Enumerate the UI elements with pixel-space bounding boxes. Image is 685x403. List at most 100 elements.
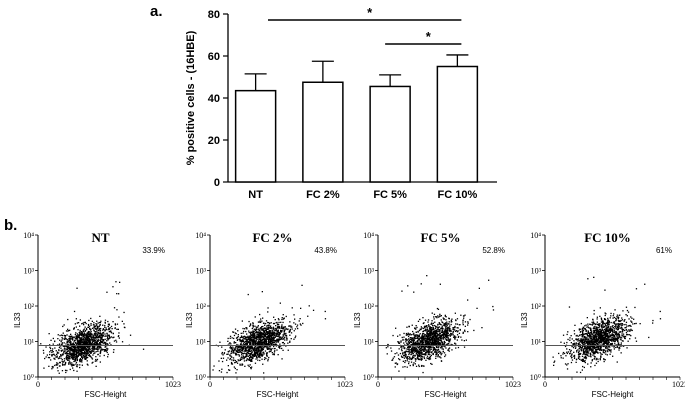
flow-dot	[601, 335, 604, 337]
flow-dot	[105, 342, 107, 344]
flow-dot	[279, 338, 282, 340]
flow-dot	[584, 340, 586, 342]
flow-dot	[629, 334, 631, 336]
flow-dot	[79, 361, 81, 363]
flow-dot	[72, 367, 74, 369]
panel-a-label: a.	[150, 3, 163, 20]
flow-dot	[89, 333, 91, 335]
flow-dot	[554, 360, 556, 362]
flow-dot	[254, 351, 256, 353]
flow-dot	[422, 345, 424, 348]
flow-dot	[249, 338, 251, 340]
flow-dot	[114, 323, 116, 325]
flow-dot	[245, 337, 247, 339]
flow-dot	[461, 339, 463, 341]
flow-dot	[436, 337, 438, 339]
flow-dot	[421, 339, 423, 341]
flow-dot	[250, 339, 252, 341]
flow-dot	[652, 322, 654, 324]
flow-dot	[418, 334, 420, 336]
flow-dot	[94, 337, 96, 339]
flow-dot	[400, 340, 402, 342]
flow-dot	[261, 320, 263, 322]
flow-dot	[603, 358, 605, 361]
flow-dot	[51, 366, 53, 368]
flow-dot	[585, 329, 587, 331]
flow-dot	[261, 355, 263, 357]
flow-dot	[246, 328, 248, 330]
flow-dot	[265, 320, 268, 322]
flow-dot	[476, 307, 478, 309]
flow-dot	[258, 321, 260, 323]
flow-dot	[612, 335, 614, 337]
flow-dot	[95, 323, 97, 325]
flow-dot	[226, 371, 228, 374]
flow-dot	[251, 333, 254, 335]
flow-dot	[562, 353, 564, 355]
flow-dot	[423, 348, 426, 351]
flow-dot	[266, 338, 268, 340]
flow-dot	[606, 329, 608, 331]
flow-dot	[440, 351, 442, 353]
flow-dot	[603, 338, 605, 341]
flow-dot	[428, 333, 430, 335]
flow-dot	[430, 323, 432, 325]
flow-dot	[263, 328, 265, 330]
flow-dot	[282, 318, 285, 320]
flow-dot	[87, 343, 90, 345]
flow-dot	[257, 331, 259, 333]
flow-dot	[447, 337, 449, 339]
flow-dot	[437, 315, 439, 317]
flow-dot	[446, 336, 448, 338]
flow-dot	[621, 323, 624, 325]
flow-dot	[230, 352, 232, 355]
flow-dot	[87, 346, 89, 349]
flow-dot	[252, 348, 255, 350]
flow-dot	[614, 340, 616, 342]
flow-dot	[61, 343, 63, 345]
flow-dot	[264, 338, 266, 340]
flow-dot	[424, 336, 426, 338]
flow-dot	[583, 339, 585, 341]
flow-dot	[93, 327, 95, 329]
flow-dot	[82, 346, 84, 349]
flow-dot	[66, 354, 68, 357]
flow-dot	[432, 349, 435, 351]
flow-dot	[425, 338, 427, 340]
flow-dot	[431, 351, 433, 353]
flow-dot	[257, 354, 259, 356]
flow-dot	[417, 358, 419, 360]
flow-dot	[431, 342, 433, 344]
flow-dot	[234, 349, 236, 351]
flow-dot	[93, 340, 95, 342]
flow-dot	[85, 340, 87, 343]
flow-dot	[271, 330, 274, 332]
flow-dot	[599, 349, 601, 351]
flow-dot	[237, 345, 239, 348]
flow-dot	[600, 339, 602, 342]
flow-dot	[72, 354, 75, 357]
flow-dot	[264, 333, 266, 336]
flow-dot	[85, 333, 87, 336]
flow-dot	[427, 336, 430, 338]
flow-dot	[94, 325, 97, 327]
flow-dot	[85, 347, 87, 350]
flow-dot	[278, 346, 281, 349]
flow-dot	[418, 364, 420, 366]
flow-dot	[266, 325, 268, 327]
flow-dot	[430, 330, 432, 332]
flow-dot	[79, 360, 81, 362]
flow-dot	[108, 327, 110, 330]
flow-dot	[66, 334, 68, 336]
flow-dot	[308, 305, 310, 307]
flow-dot	[398, 341, 400, 343]
flow-dot	[273, 329, 275, 331]
flow-dot	[42, 349, 45, 352]
flow-dot	[581, 342, 584, 344]
flow-dot	[58, 349, 60, 351]
flow-dot	[250, 338, 252, 341]
flow-dot	[247, 293, 249, 296]
flow-dot	[107, 338, 109, 340]
flow-dot	[612, 315, 614, 317]
flow-dot	[264, 350, 267, 352]
